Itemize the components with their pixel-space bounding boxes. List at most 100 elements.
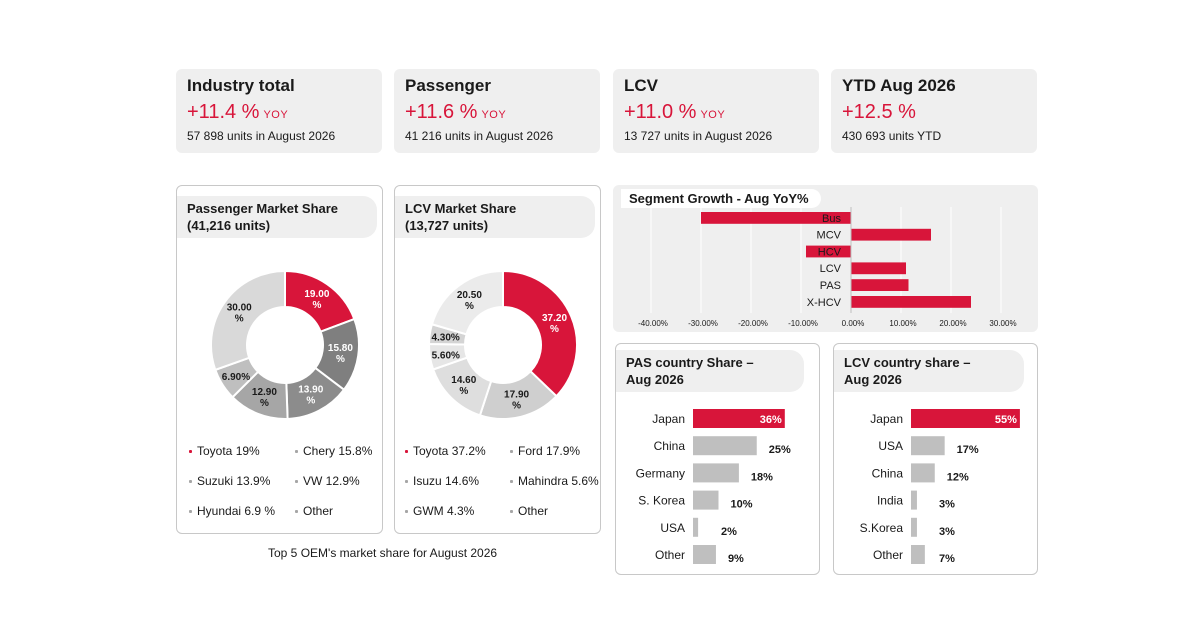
category-label-lcv: LCV (820, 263, 842, 275)
value-label-other: 9% (728, 553, 744, 565)
legend-swatch (295, 450, 298, 454)
passenger-share-donut: 19.00 % 15.80 %13.90 % 12.90 %6.90% 30.00% (210, 269, 360, 420)
bar-s-korea (693, 490, 719, 510)
x-tick-label: 30.00% (989, 319, 1016, 328)
value-label-india: 3% (939, 499, 955, 511)
category-label-bus: Bus (822, 213, 841, 225)
lcv-country-panel: LCV country share – Aug 2026 Japan 55% USA… (833, 343, 1038, 575)
donut-label-other: 20.50% (457, 290, 482, 312)
legend-item-isuzu: Isuzu 14.6% (405, 474, 479, 488)
kpi-card-passenger: Passenger +11.6 % YOY 41 216 units in Aug… (394, 69, 600, 153)
category-label-usa: USA (660, 521, 685, 535)
bar-japan (911, 409, 1020, 428)
x-tick-label: -20.00% (738, 319, 768, 328)
category-label-japan: Japan (870, 412, 903, 426)
panel-title: LCV Market Share (13,727 units) (395, 196, 595, 238)
bar-china (693, 436, 757, 456)
category-label-india: India (877, 494, 903, 508)
lcv-country-chart: Japan 55% USA 17% China 12% India 3% S.Korea 3% Ot… (860, 409, 1020, 565)
segment-growth-panel: Segment Growth - Aug YoY% -40.00% -30.00%… (613, 185, 1038, 332)
passenger-share-panel: Passenger Market Share (41,216 units) 19… (176, 185, 383, 534)
kpi-subtext: 13 727 units in August 2026 (624, 129, 773, 143)
value-label-china: 12% (947, 471, 969, 483)
donut-slice-other (210, 269, 286, 372)
legend-label: Hyundai 6.9 % (197, 504, 276, 518)
legend-label: GWM 4.3% (413, 504, 475, 518)
kpi-title: YTD Aug 2026 (842, 76, 956, 95)
donut-label-mahindra: 5.60% (432, 350, 460, 361)
bar-pas (851, 279, 909, 291)
legend-swatch (405, 480, 408, 484)
category-label-other: Other (655, 548, 685, 562)
legend-swatch (510, 510, 513, 514)
legend-label: Other (303, 504, 334, 518)
legend-swatch (189, 450, 192, 454)
x-tick-label: 20.00% (939, 319, 966, 328)
pas-country-chart: Japan 36% China 25% Germany 18% S. Korea 10% USA… (636, 409, 791, 565)
bar-other (693, 545, 716, 564)
pas-country-panel: PAS country Share – Aug 2026 Japan 36% Chi… (615, 343, 820, 575)
donut-label-suzuki: 13.90% (298, 385, 323, 407)
category-label-usa: USA (878, 439, 903, 453)
category-label-x-hcv: X-HCV (807, 297, 842, 309)
value-label-usa: 17% (957, 444, 979, 456)
panel-title: Passenger Market Share (41,216 units) (177, 196, 377, 238)
kpi-title: LCV (624, 76, 658, 95)
donut-label-hyundai: 6.90% (222, 372, 250, 383)
kpi-yoy: YOY (481, 109, 507, 121)
legend-item-ford: Ford 17.9% (510, 444, 580, 458)
category-label-mcv: MCV (817, 230, 842, 242)
donut-label-toyota: 19.00% (304, 289, 329, 311)
lcv-share-panel: LCV Market Share (13,727 units) 37.20% 17… (394, 185, 601, 534)
legend-swatch (295, 480, 298, 484)
legend-item-hyundai: Hyundai 6.9 % (189, 504, 275, 518)
legend-label: Mahindra 5.6% (518, 474, 599, 488)
kpi-card-lcv: LCV +11.0 % YOY 13 727 units in August 20… (613, 69, 819, 153)
kpi-subtext: 41 216 units in August 2026 (405, 129, 554, 143)
donut-label-chery: 15.80% (328, 343, 353, 365)
legend-item-mahindra: Mahindra 5.6% (510, 474, 599, 488)
legend-item-toyota: Toyota 37.2% (405, 444, 486, 458)
legend-swatch (510, 450, 513, 454)
bar-india (911, 490, 917, 510)
kpi-title: Industry total (187, 76, 295, 95)
x-tick-label: -30.00% (688, 319, 718, 328)
bar-s-korea (911, 517, 917, 537)
value-label-germany: 18% (751, 471, 773, 483)
legend-item-gwm: GWM 4.3% (405, 504, 474, 518)
panel-title-line: PAS country Share – (626, 355, 754, 370)
x-tick-label: -40.00% (638, 319, 668, 328)
bar-germany (693, 463, 739, 483)
segment-growth-chart: -40.00% -30.00% -20.00% -10.00% 0.00% 10.00% 2… (638, 207, 1017, 328)
donut-label-toyota: 37.20% (542, 313, 567, 335)
kpi-subtext: 430 693 units YTD (842, 129, 942, 143)
kpi-value: +11.6 % (405, 101, 478, 123)
value-label-s-korea: 10% (731, 499, 753, 511)
panel-title-line: Aug 2026 (844, 372, 902, 387)
value-label-other: 7% (939, 553, 955, 565)
legend-swatch (189, 480, 192, 484)
legend-label: Toyota 19% (197, 444, 260, 458)
legend-swatch (405, 510, 408, 514)
legend-label: Isuzu 14.6% (413, 474, 480, 488)
x-tick-label: -10.00% (788, 319, 818, 328)
segment-growth-title: Segment Growth - Aug YoY% (621, 189, 821, 208)
panel-title-line: (41,216 units) (187, 218, 271, 233)
legend-item-chery: Chery 15.8% (295, 444, 372, 458)
legend-label: Toyota 37.2% (413, 444, 486, 458)
category-label-china: China (654, 439, 686, 453)
panel-title-line: Aug 2026 (626, 372, 684, 387)
legend-swatch (189, 510, 192, 514)
donut-label-isuzu: 14.60% (451, 375, 476, 397)
bar-china (911, 463, 935, 483)
category-label-other: Other (873, 548, 903, 562)
legend-swatch (405, 450, 408, 454)
donut-label-vw: 12.90% (252, 387, 277, 409)
chart-caption: Top 5 OEM's market share for August 2026 (268, 546, 498, 560)
donut-slice-toyota (502, 269, 578, 398)
category-label-s-korea: S.Korea (860, 521, 904, 535)
bar-x-hcv (851, 296, 971, 308)
panel-title-line: LCV Market Share (405, 201, 517, 216)
donut-label-ford: 17.90% (504, 389, 529, 411)
value-label-japan: 36% (760, 414, 782, 426)
